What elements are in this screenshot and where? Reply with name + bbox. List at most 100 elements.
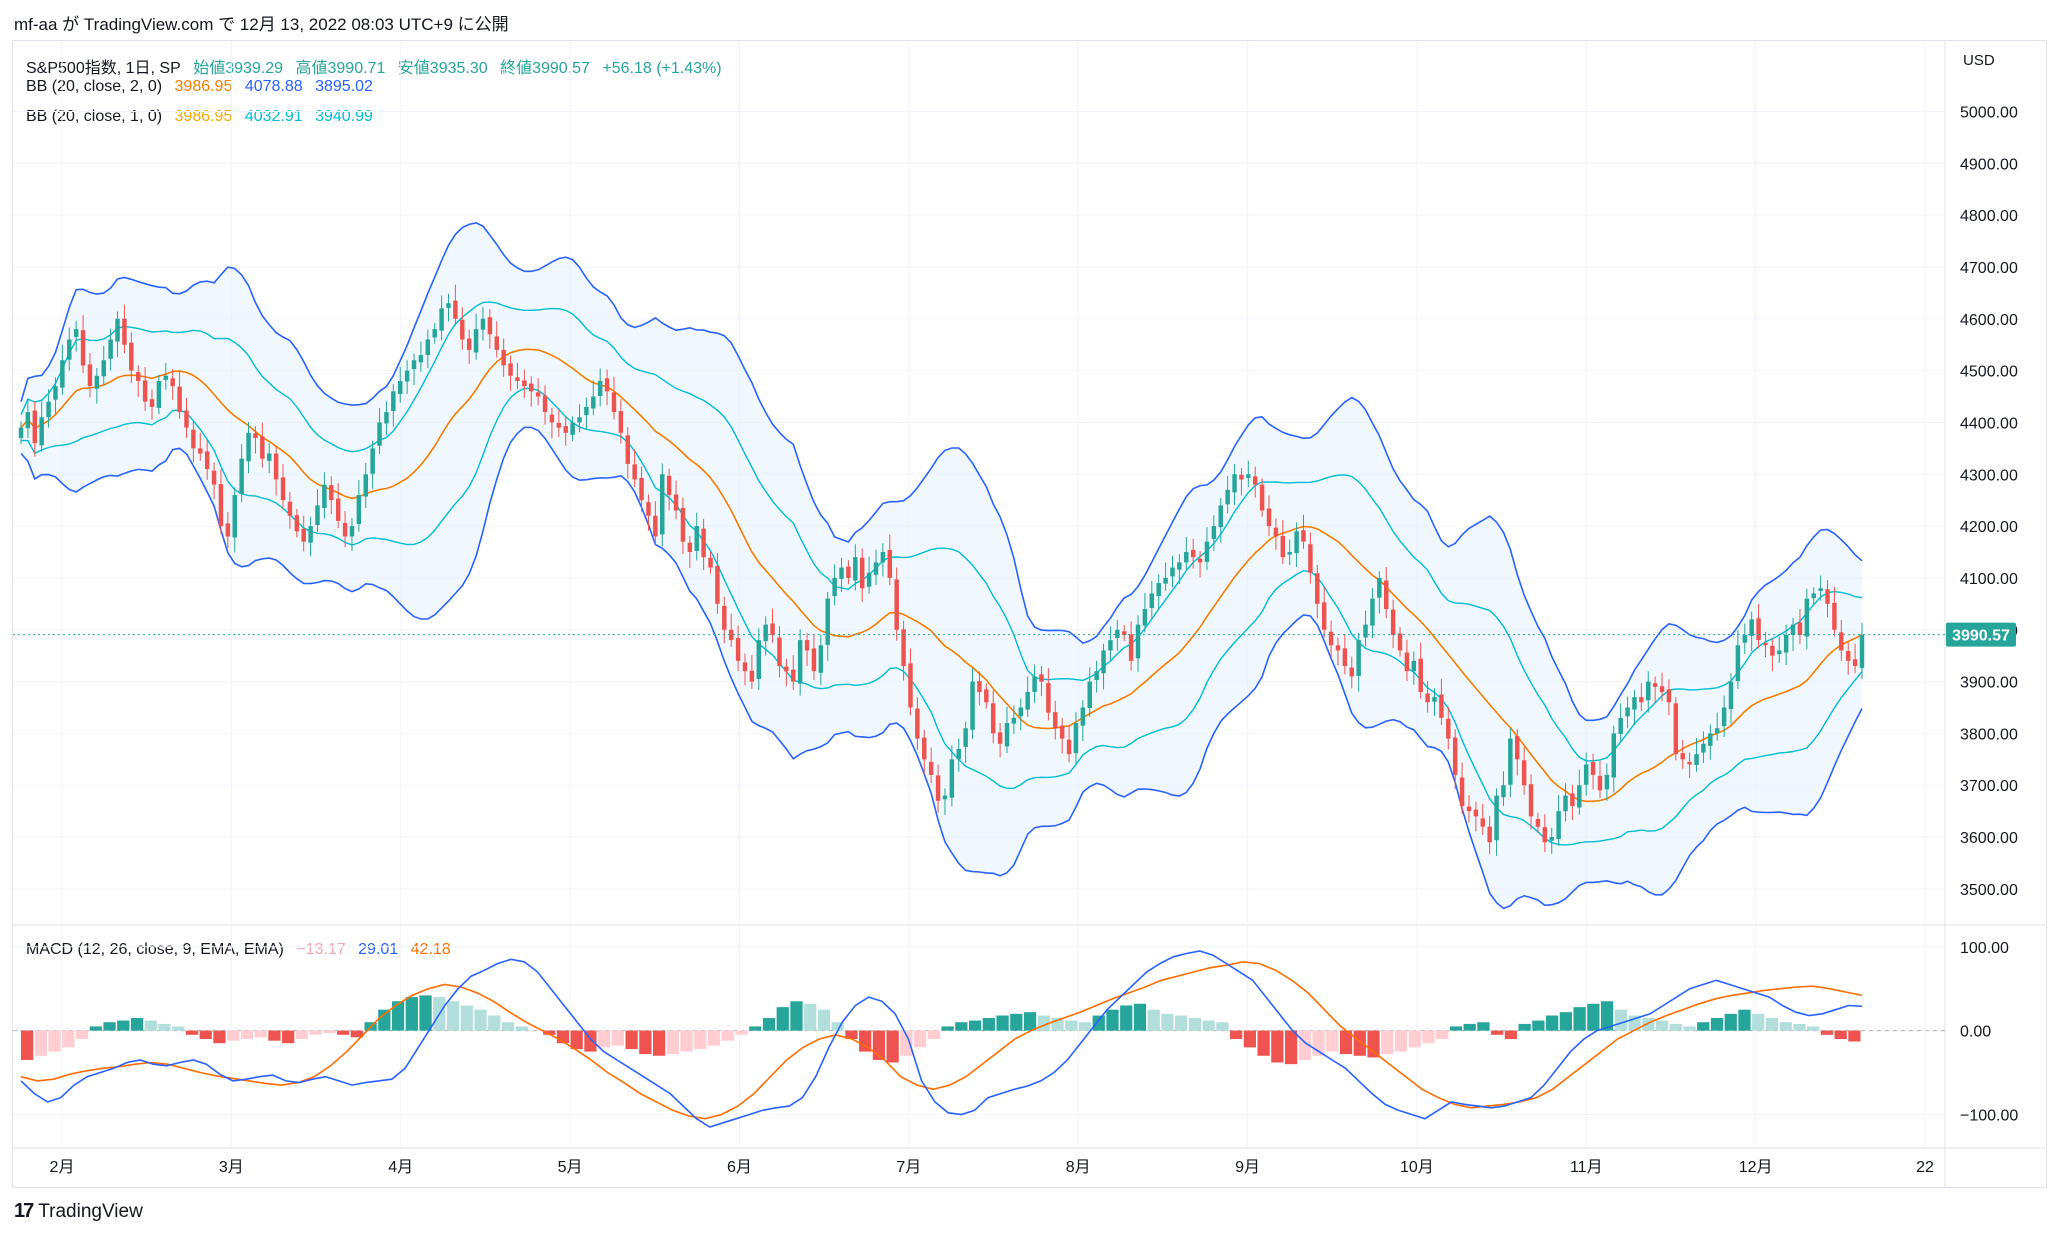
- candle-body: [563, 426, 568, 433]
- candle-body: [1721, 707, 1727, 727]
- currency-label[interactable]: USD: [1963, 52, 1995, 69]
- candle-body: [687, 542, 693, 553]
- candle-body: [184, 410, 189, 428]
- macd-line: [20, 950, 1863, 1128]
- candle-body: [439, 308, 444, 331]
- candle-body: [1825, 589, 1830, 604]
- macd-histogram-bar: [227, 1030, 240, 1041]
- macd-histogram-bar: [1216, 1022, 1229, 1031]
- macd-histogram-bar: [914, 1030, 927, 1048]
- price-tick-label: 3800.00: [1960, 726, 2018, 743]
- macd-histogram-bar: [1820, 1030, 1834, 1035]
- candle-body: [922, 737, 927, 760]
- candle-body: [1818, 588, 1823, 591]
- candle-body: [1625, 707, 1630, 717]
- candle-body: [673, 494, 679, 511]
- candle-body: [308, 526, 313, 543]
- price-tick-label: 3900.00: [1960, 675, 2018, 692]
- candle-body: [122, 318, 127, 345]
- price-tick-label: 4400.00: [1960, 415, 2018, 432]
- candle-body: [335, 498, 341, 521]
- macd-histogram-bar: [1752, 1013, 1765, 1031]
- macd-histogram-bar: [721, 1030, 734, 1041]
- bb1-upper: 4078.88: [244, 78, 303, 95]
- macd-histogram-bar: [666, 1030, 679, 1055]
- candle-body: [1501, 785, 1506, 798]
- candle-body: [1432, 697, 1437, 702]
- bb-basis-line: [20, 348, 1863, 803]
- macd-histogram-bar: [1710, 1018, 1724, 1031]
- candle-body: [1590, 761, 1596, 775]
- macd-histogram-bar: [1394, 1030, 1408, 1052]
- candle-body: [1618, 717, 1623, 734]
- candle-body: [466, 338, 472, 350]
- bb1-legend[interactable]: BB (20, close, 2, 0) 3986.95 4078.88 389…: [26, 78, 381, 96]
- candle-body: [1370, 598, 1375, 626]
- macd-hist-value: −13.17: [296, 941, 346, 958]
- candle-body: [1439, 694, 1444, 718]
- candle-body: [39, 417, 44, 446]
- candle-body: [997, 732, 1003, 744]
- tv-logo-text: TradingView: [38, 1200, 143, 1222]
- macd-histogram-bar: [199, 1030, 212, 1039]
- candle-body: [453, 300, 458, 319]
- macd-histogram-bar: [1188, 1018, 1202, 1031]
- candle-body: [501, 349, 506, 366]
- macd-histogram-bar: [34, 1030, 47, 1056]
- candle-body: [149, 399, 155, 407]
- candle-body: [797, 640, 803, 684]
- macd-histogram-bar: [172, 1026, 185, 1031]
- candle-body: [1087, 681, 1092, 709]
- candle-body: [1528, 784, 1534, 817]
- candle-body: [777, 637, 782, 667]
- candle-body: [722, 605, 727, 630]
- candle-body: [1411, 660, 1417, 672]
- candle-body: [1321, 602, 1327, 630]
- low-value: 安値3935.30: [397, 60, 488, 77]
- candle-body: [818, 645, 824, 673]
- tradingview-logo[interactable]: 17 TradingView: [14, 1200, 143, 1223]
- candle-body: [984, 689, 989, 703]
- candle-body: [1832, 602, 1837, 630]
- macd-legend[interactable]: MACD (12, 26, close, 9, EMA, EMA) −13.17…: [26, 941, 459, 959]
- symbol-label[interactable]: S&P500指数, 1日, SP: [26, 60, 181, 77]
- candle-body: [1632, 697, 1637, 710]
- candle-body: [887, 549, 893, 578]
- macd-histogram-bar: [1518, 1023, 1531, 1031]
- candle-body: [1108, 640, 1113, 651]
- candle-body: [522, 380, 527, 387]
- candle-body: [46, 401, 51, 418]
- candle-body: [977, 681, 982, 692]
- time-tick-label: 3月: [219, 1159, 244, 1176]
- candle-body: [370, 448, 375, 474]
- candle-body: [1018, 707, 1024, 717]
- bb2-legend[interactable]: BB (20, close, 1, 0) 3986.95 4032.91 394…: [26, 108, 381, 126]
- macd-histogram-bar: [776, 1007, 789, 1031]
- candle-body: [1570, 793, 1575, 806]
- macd-histogram-bar: [1463, 1023, 1476, 1031]
- candle-body: [87, 364, 93, 387]
- macd-histogram-bar: [598, 1030, 611, 1048]
- macd-histogram-bar: [1339, 1030, 1353, 1055]
- candle-body: [1666, 689, 1672, 703]
- chart-frame[interactable]: [12, 40, 2047, 1188]
- candle-body: [32, 410, 38, 444]
- candle-body: [101, 360, 106, 377]
- candle-body: [218, 484, 224, 527]
- candle-body: [1053, 712, 1058, 729]
- candle-body: [1494, 795, 1499, 841]
- candle-body: [1487, 826, 1492, 843]
- macd-histogram-bar: [900, 1030, 913, 1056]
- candle-body: [404, 370, 410, 382]
- candle-body: [473, 329, 479, 353]
- candle-body: [418, 355, 424, 363]
- candle-body: [708, 557, 713, 568]
- candle-body: [1859, 634, 1865, 669]
- candle-body: [1073, 723, 1079, 754]
- candle-body: [1459, 777, 1465, 806]
- candle-body: [1852, 659, 1858, 667]
- macd-histogram-bar: [75, 1030, 89, 1039]
- candle-body: [1466, 806, 1472, 812]
- candle-body: [846, 566, 851, 578]
